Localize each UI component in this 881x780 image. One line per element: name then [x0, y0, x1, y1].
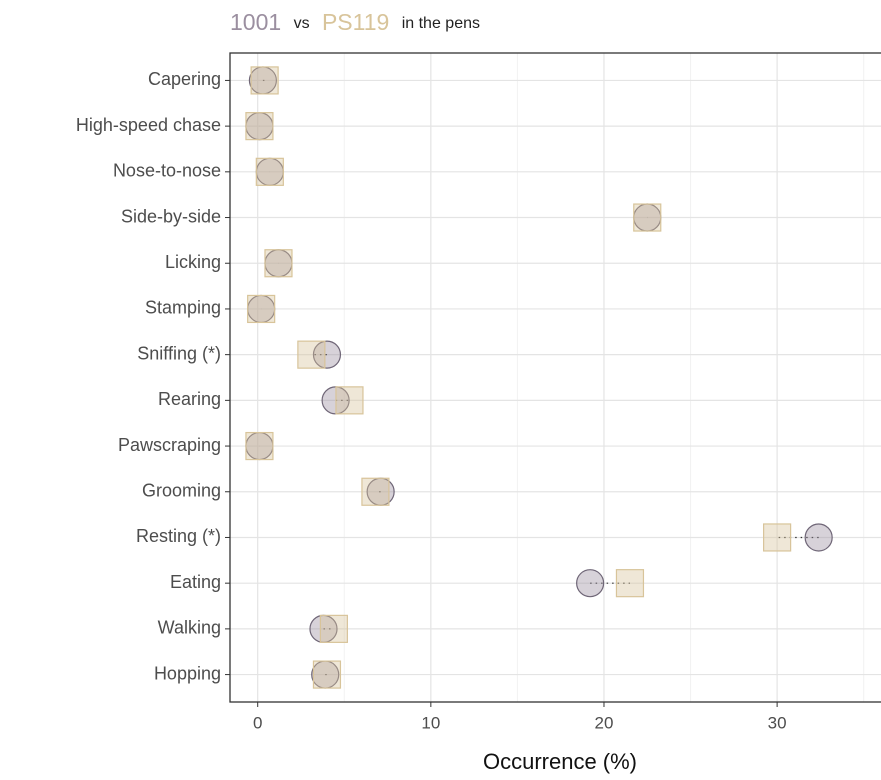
y-tick-label: Grooming	[142, 481, 221, 501]
circle-point	[312, 340, 342, 369]
square-point	[245, 431, 274, 461]
y-tick-label: Licking	[165, 252, 221, 272]
x-tick-label: 30	[768, 713, 787, 732]
y-tick-label: Resting (*)	[136, 526, 221, 546]
chart-title: 1001 vs PS119 in the pens	[230, 9, 480, 35]
y-tick-label: Eating	[170, 572, 221, 592]
title-tail: in the pens	[402, 15, 480, 32]
y-tick-label: Nose-to-nose	[113, 161, 221, 181]
square-point	[297, 340, 326, 369]
circle-point	[804, 523, 833, 552]
square-point	[633, 203, 662, 232]
title-series-b: PS119	[322, 9, 389, 35]
square-point	[335, 386, 364, 415]
y-tick-label: Sniffing (*)	[137, 343, 221, 363]
y-tick-label: High-speed chase	[76, 115, 221, 135]
x-tick-label: 0	[253, 713, 262, 732]
y-tick-label: Capering	[148, 69, 221, 89]
square-point	[245, 112, 274, 141]
panel-border	[229, 52, 881, 703]
square-point	[247, 294, 276, 324]
y-tick-label: Stamping	[145, 298, 221, 318]
y-tick-label: Pawscraping	[118, 435, 221, 455]
title-series-a: 1001	[230, 9, 281, 35]
y-tick-label: Side-by-side	[121, 206, 221, 226]
x-tick-label: 10	[421, 713, 440, 732]
square-point	[255, 157, 284, 186]
circle-point	[576, 569, 605, 598]
y-tick-label: Hopping	[154, 663, 221, 683]
square-point	[763, 523, 792, 552]
y-tick-label: Rearing	[158, 389, 221, 409]
square-point	[312, 660, 342, 689]
square-point	[264, 249, 293, 278]
x-tick-label: 20	[595, 713, 614, 732]
square-point	[250, 66, 279, 95]
square-point	[361, 477, 390, 506]
x-axis-label: Occurrence (%)	[483, 749, 637, 774]
square-point	[615, 569, 645, 598]
title-vs: vs	[294, 15, 310, 32]
y-tick-label: Walking	[158, 618, 221, 638]
square-point	[319, 614, 348, 643]
